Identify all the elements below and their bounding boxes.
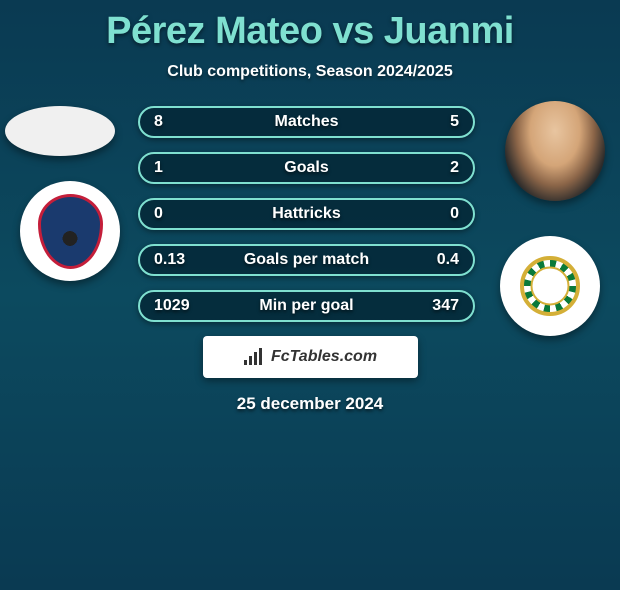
- stat-row-hattricks: 0 Hattricks 0: [138, 198, 475, 230]
- player-right-avatar: [505, 101, 605, 201]
- page-title: Pérez Mateo vs Juanmi: [0, 10, 620, 53]
- subtitle: Club competitions, Season 2024/2025: [0, 63, 620, 81]
- chart-icon: [243, 348, 265, 366]
- stat-row-matches: 8 Matches 5: [138, 106, 475, 138]
- date-label: 25 december 2024: [0, 394, 620, 414]
- player-right-club-badge: [500, 236, 600, 336]
- stat-right-value: 2: [414, 159, 459, 177]
- player-left-club-badge: [20, 181, 120, 281]
- stat-bars: 8 Matches 5 1 Goals 2 0 Hattricks 0 0.13…: [138, 106, 475, 322]
- player-left-avatar: [5, 106, 115, 156]
- brand-label: FcTables.com: [271, 348, 377, 366]
- stat-right-value: 0: [414, 205, 459, 223]
- stat-right-value: 0.4: [414, 251, 459, 269]
- huesca-shield-icon: [38, 194, 103, 269]
- stat-right-value: 347: [414, 297, 459, 315]
- stat-row-goals: 1 Goals 2: [138, 152, 475, 184]
- stat-row-min-per-goal: 1029 Min per goal 347: [138, 290, 475, 322]
- betis-crest-icon: [520, 256, 580, 316]
- stats-area: 8 Matches 5 1 Goals 2 0 Hattricks 0 0.13…: [0, 106, 620, 414]
- brand-badge[interactable]: FcTables.com: [203, 336, 418, 378]
- stat-row-goals-per-match: 0.13 Goals per match 0.4: [138, 244, 475, 276]
- stat-right-value: 5: [414, 113, 459, 131]
